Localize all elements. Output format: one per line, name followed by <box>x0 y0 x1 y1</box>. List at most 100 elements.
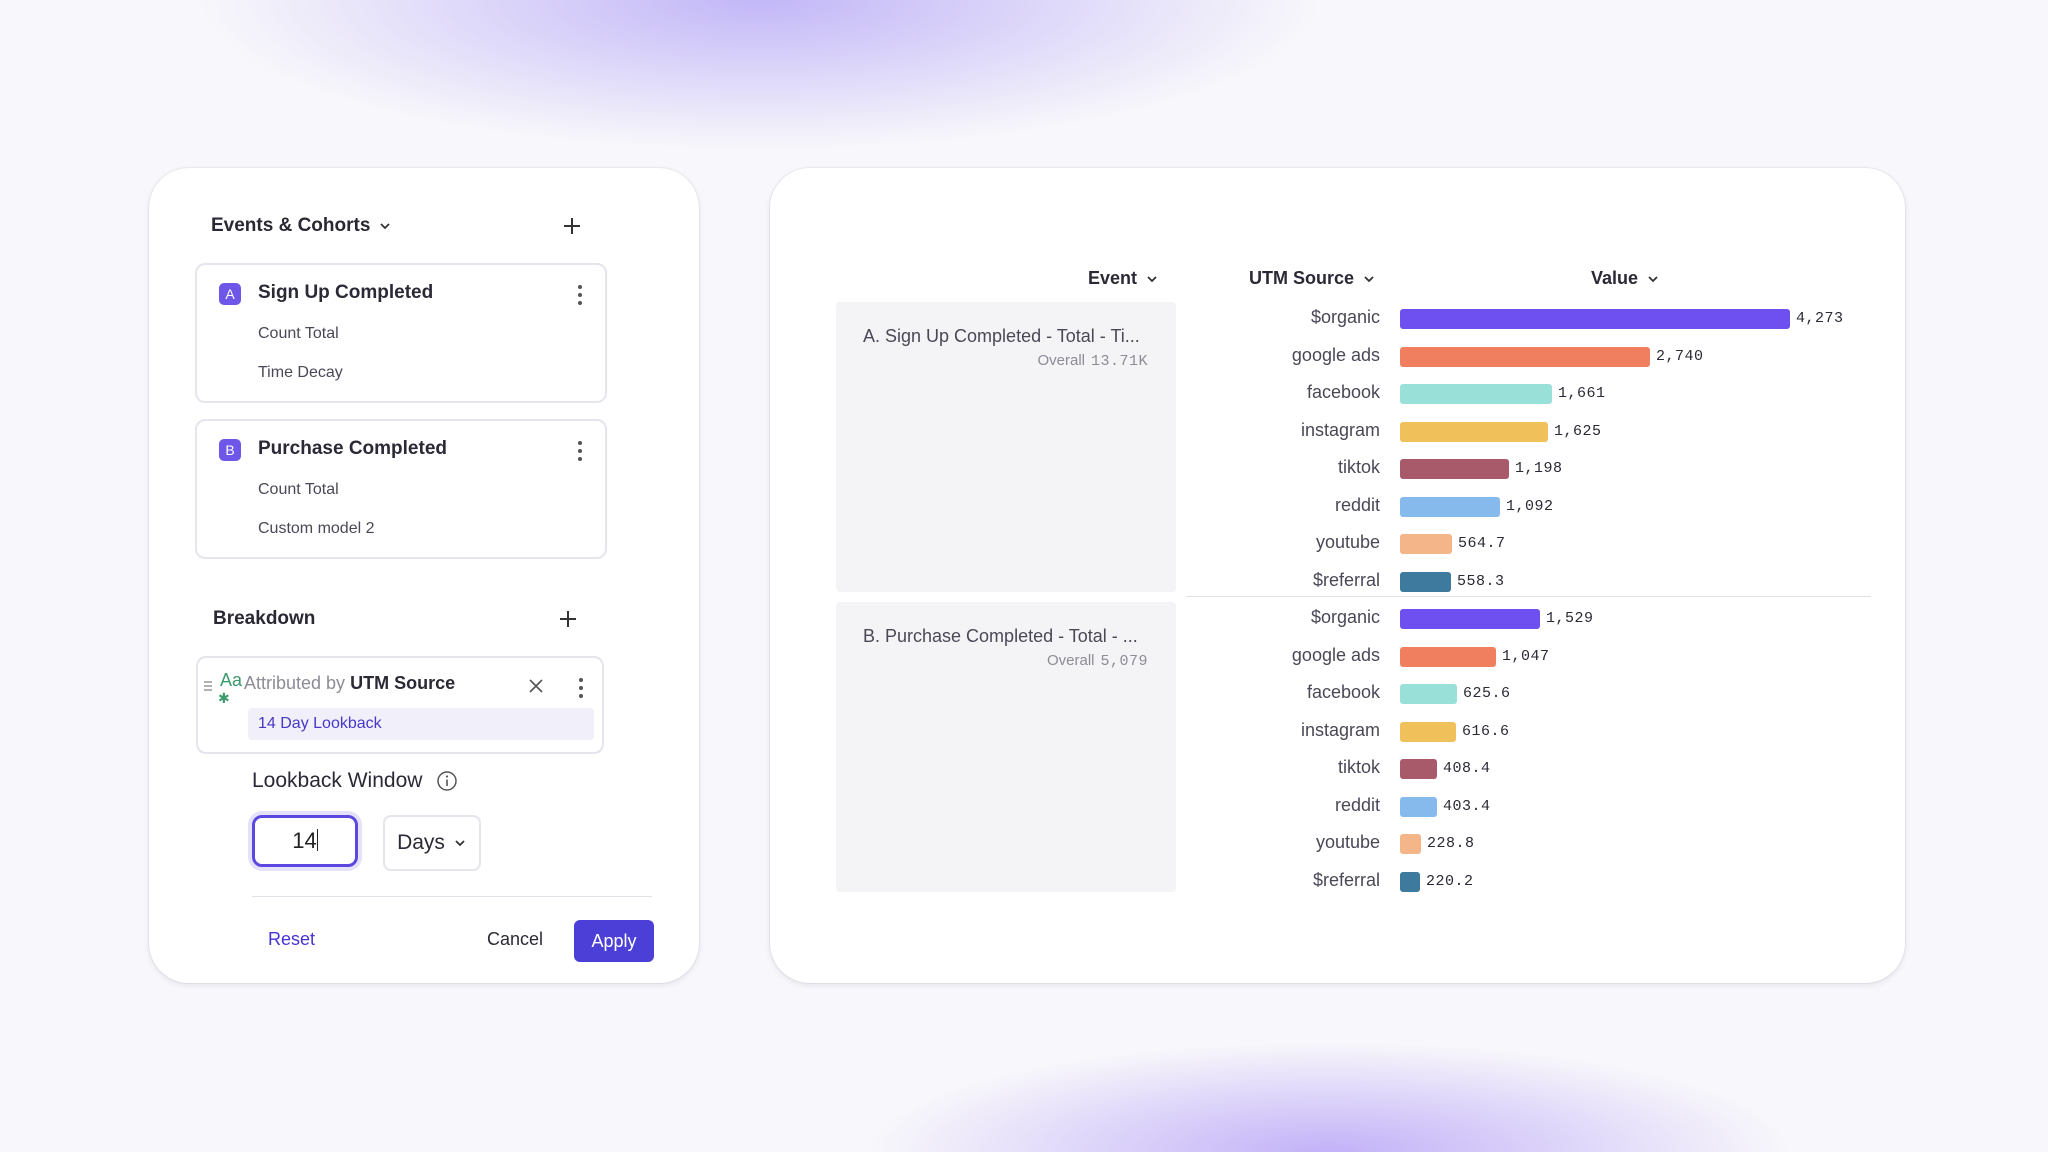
event-group-title: B. Purchase Completed - Total - ... <box>863 626 1138 646</box>
row-label: instagram <box>1300 419 1380 440</box>
row-label: $organic <box>1310 607 1380 627</box>
attribution-marker-icon: ✱ <box>218 690 230 706</box>
bar[interactable] <box>1400 796 1437 817</box>
apply-button[interactable]: Apply <box>574 920 654 962</box>
bar-value-label: 220.2 <box>1426 872 1474 890</box>
attribution-model[interactable]: Time Decay <box>258 364 343 381</box>
event-group-overall: Overall 13.71K <box>1037 352 1148 370</box>
lookback-window-title: Lookback Window <box>252 769 423 792</box>
breakdown-label[interactable]: Attributed by UTM Source <box>244 673 455 694</box>
bar-value-label: 228.8 <box>1427 835 1475 852</box>
bar[interactable] <box>1400 346 1650 367</box>
string-type-icon: Aa <box>220 670 243 690</box>
column-header-label: UTM Source <box>1249 268 1355 288</box>
row-label: google ads <box>1291 344 1380 365</box>
bar-value-label: 625.6 <box>1463 685 1511 702</box>
bar[interactable] <box>1400 309 1790 329</box>
bar[interactable] <box>1400 459 1509 479</box>
lookback-pill[interactable]: 14 Day Lookback <box>248 708 594 740</box>
bar[interactable] <box>1400 759 1437 779</box>
overall-value: 13.71K <box>1090 353 1148 370</box>
column-header-value[interactable]: Value <box>1591 268 1660 289</box>
event-measure[interactable]: Count Total <box>258 325 339 342</box>
bar-value-label: 616.6 <box>1462 722 1510 740</box>
more-options-icon[interactable] <box>577 285 583 305</box>
overall-value: 5,079 <box>1100 653 1148 670</box>
info-icon[interactable] <box>436 770 458 792</box>
attribution-model[interactable]: Custom model 2 <box>258 520 375 537</box>
bar-value-label: 1,661 <box>1558 385 1606 402</box>
breakdown-card[interactable]: Aa ✱ Attributed by UTM Source 14 Day Loo… <box>196 656 604 754</box>
overall-label: Overall <box>1037 352 1085 369</box>
row-label: $referral <box>1312 869 1380 890</box>
breakdown-prefix: Attributed by <box>244 673 346 693</box>
more-options-icon[interactable] <box>577 441 583 461</box>
bar-value-label: 4,273 <box>1796 310 1844 327</box>
row-label: youtube <box>1315 832 1380 852</box>
events-cohorts-title: Events & Cohorts <box>211 215 371 236</box>
event-name: Purchase Completed <box>258 438 447 459</box>
bar[interactable] <box>1400 646 1496 667</box>
bar-value-label: 403.4 <box>1443 797 1491 815</box>
event-measure[interactable]: Count Total <box>258 481 339 498</box>
column-header-label: Event <box>1088 268 1138 288</box>
drag-handle-icon[interactable] <box>203 680 213 692</box>
row-label: tiktok <box>1337 757 1380 777</box>
group-divider <box>1186 596 1871 597</box>
bar-value-label: 2,740 <box>1656 347 1704 365</box>
chevron-down-icon <box>380 223 391 230</box>
bar[interactable] <box>1400 534 1452 554</box>
event-card-a[interactable]: A Sign Up Completed Count Total Time Dec… <box>195 263 607 403</box>
column-header-event[interactable]: Event <box>1088 268 1159 289</box>
more-options-icon[interactable] <box>578 678 584 698</box>
bar[interactable] <box>1400 871 1420 892</box>
lookback-window-header: Lookback Window <box>252 769 458 793</box>
chevron-down-icon <box>1364 275 1374 282</box>
event-group-overall: Overall 5,079 <box>1047 652 1148 670</box>
event-badge: B <box>219 439 241 461</box>
events-cohorts-dropdown[interactable]: Events & Cohorts <box>211 215 392 237</box>
bar[interactable] <box>1400 834 1421 854</box>
bar-value-label: 1,198 <box>1515 460 1563 477</box>
row-label: youtube <box>1315 532 1380 552</box>
add-breakdown-icon[interactable] <box>557 608 579 630</box>
breakdown-property: UTM Source <box>350 673 456 693</box>
bar[interactable] <box>1400 571 1451 592</box>
row-label: reddit <box>1334 794 1380 815</box>
bar-value-label: 1,092 <box>1506 497 1554 515</box>
row-label: facebook <box>1306 682 1380 702</box>
bar[interactable] <box>1400 384 1552 404</box>
close-icon[interactable] <box>528 678 544 694</box>
lookback-unit-select[interactable]: Days <box>383 815 481 871</box>
row-label: reddit <box>1334 494 1380 515</box>
bar[interactable] <box>1400 421 1548 442</box>
lookback-unit-value: Days <box>397 831 445 854</box>
bar[interactable] <box>1400 609 1540 629</box>
reset-button[interactable]: Reset <box>268 929 316 949</box>
bar[interactable] <box>1400 684 1457 704</box>
chevron-down-icon <box>1648 275 1658 282</box>
lookback-days-input[interactable]: 14 <box>252 815 358 867</box>
row-label: $referral <box>1312 569 1380 590</box>
footer-divider <box>252 896 652 897</box>
event-group-b[interactable]: B. Purchase Completed - Total - ... Over… <box>836 602 1176 892</box>
bar[interactable] <box>1400 496 1500 517</box>
row-label: instagram <box>1300 719 1380 740</box>
row-label: tiktok <box>1337 457 1380 477</box>
event-group-a[interactable]: A. Sign Up Completed - Total - Ti... Ove… <box>836 302 1176 592</box>
bar-value-label: 408.4 <box>1443 760 1491 777</box>
column-header-label: Value <box>1591 268 1639 288</box>
event-name: Sign Up Completed <box>258 282 434 303</box>
query-builder-panel: Events & Cohorts A Sign Up Completed Cou… <box>149 168 699 983</box>
event-group-title: A. Sign Up Completed - Total - Ti... <box>863 326 1140 346</box>
bar-value-label: 1,529 <box>1546 610 1594 627</box>
event-card-b[interactable]: B Purchase Completed Count Total Custom … <box>195 419 607 559</box>
cancel-button[interactable]: Cancel <box>487 929 544 949</box>
add-event-icon[interactable] <box>561 215 583 237</box>
chevron-down-icon <box>1147 275 1157 282</box>
lookback-days-value: 14 <box>292 828 317 853</box>
bar[interactable] <box>1400 721 1456 742</box>
results-panel: Event UTM Source Value A. Sign Up Comple… <box>770 168 1905 983</box>
chevron-down-icon <box>455 840 465 847</box>
column-header-utm-source[interactable]: UTM Source <box>1249 268 1376 289</box>
